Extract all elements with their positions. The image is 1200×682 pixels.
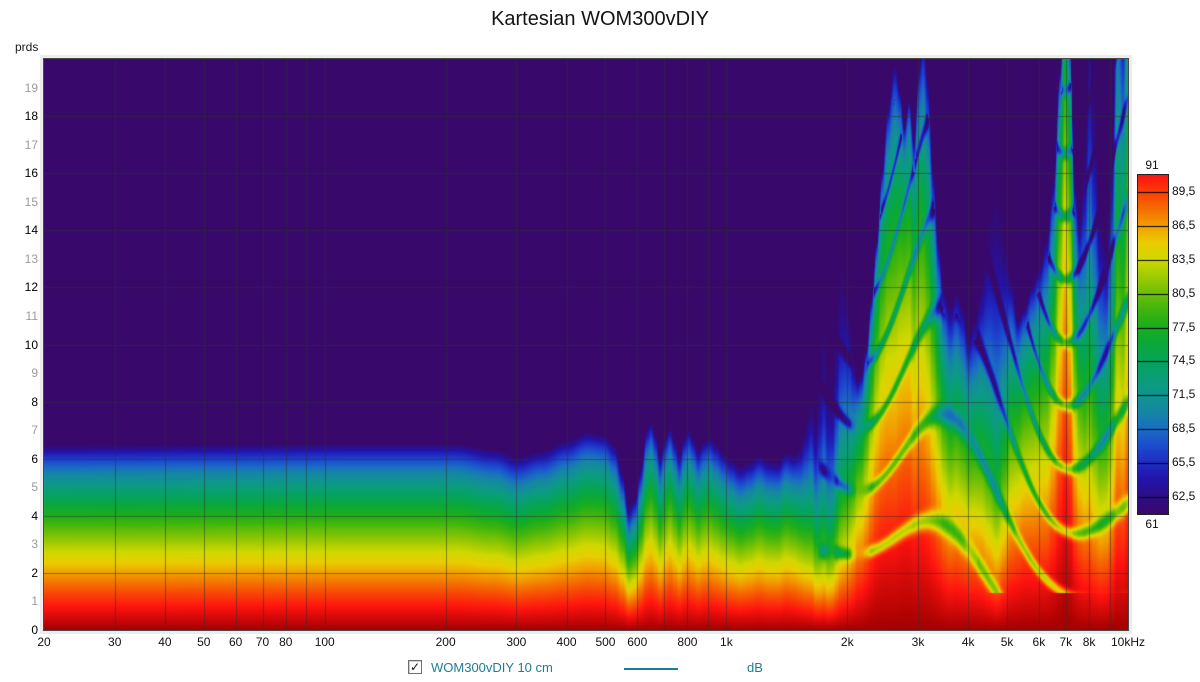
trace-line-sample (624, 668, 678, 670)
color-scale-tick-62.5: 62,5 (1172, 489, 1196, 504)
y-tick-label-15: 15 (24, 194, 38, 209)
y-tick-label-0: 0 (31, 623, 38, 637)
x-tick-label-400: 400 (556, 635, 577, 649)
x-tick-label-70: 70 (255, 635, 270, 649)
x-tick-label-500: 500 (595, 635, 616, 649)
y-tick-label-9: 9 (31, 366, 38, 381)
y-tick-label-5: 5 (31, 480, 38, 495)
trace-unit-label: dB (747, 660, 763, 675)
x-tick-label-300: 300 (506, 635, 527, 649)
color-scale-tick-86.5: 86,5 (1172, 217, 1196, 232)
check-icon: ✓ (409, 660, 421, 674)
color-scale-max-label: 91 (1145, 158, 1159, 172)
y-tick-label-10: 10 (24, 337, 38, 352)
x-tick-label-80: 80 (279, 635, 293, 649)
y-tick-label-16: 16 (24, 166, 38, 181)
x-tick-label-100: 100 (314, 635, 335, 649)
color-scale-tick-89.5: 89,5 (1172, 183, 1196, 198)
x-tick-label-3k: 3k (911, 635, 925, 649)
x-tick-label-40: 40 (158, 635, 172, 649)
y-tick-label-17: 17 (24, 137, 38, 152)
x-tick-label-800: 800 (677, 635, 698, 649)
x-tick-label-600: 600 (627, 635, 648, 649)
x-tick-label-60: 60 (228, 635, 243, 649)
spectrogram-canvas[interactable] (44, 59, 1128, 630)
color-scale-bar (1137, 174, 1169, 515)
x-tick-label-1k: 1k (720, 635, 733, 649)
x-tick-label-20: 20 (37, 635, 51, 649)
color-scale-tick-71.5: 71,5 (1172, 387, 1196, 402)
y-tick-label-19: 19 (24, 80, 38, 95)
color-scale-tick-77.5: 77,5 (1172, 319, 1196, 334)
spectrogram-plot-area[interactable] (40, 55, 1132, 634)
y-tick-label-18: 18 (24, 109, 38, 124)
chart-title: Kartesian WOM300vDIY (491, 8, 709, 30)
trace-visibility-checkbox[interactable]: ✓ (408, 660, 422, 674)
y-tick-label-8: 8 (31, 394, 38, 409)
y-tick-label-4: 4 (31, 508, 38, 523)
x-tick-label-4k: 4k (961, 635, 975, 649)
x-tick-label-200: 200 (435, 635, 456, 649)
color-scale-tick-83.5: 83,5 (1172, 251, 1196, 266)
color-scale-tick-74.5: 74,5 (1172, 353, 1196, 368)
color-scale-tick-68.5: 68,5 (1172, 421, 1196, 436)
y-tick-label-1: 1 (31, 594, 38, 609)
color-scale-tick-80.5: 80,5 (1172, 285, 1196, 300)
y-tick-label-12: 12 (24, 280, 38, 295)
y-tick-label-13: 13 (24, 251, 38, 266)
y-tick-label-3: 3 (31, 537, 38, 552)
x-tick-label-50: 50 (197, 635, 211, 649)
x-tick-label-10kHz: 10kHz (1110, 635, 1146, 649)
color-scale-tick-65.5: 65,5 (1172, 455, 1196, 470)
y-axis-title: prds (15, 40, 39, 54)
x-tick-label-2k: 2k (840, 635, 854, 649)
x-tick-label-30: 30 (108, 635, 122, 649)
y-tick-label-6: 6 (31, 451, 38, 466)
y-tick-label-11: 11 (25, 308, 38, 323)
x-tick-label-6k: 6k (1032, 635, 1046, 649)
y-tick-label-14: 14 (24, 223, 38, 238)
y-tick-label-7: 7 (31, 423, 38, 438)
y-tick-label-2: 2 (31, 565, 38, 580)
x-tick-label-8k: 8k (1082, 635, 1096, 649)
trace-name-label: WOM300vDIY 10 cm (431, 660, 553, 675)
color-scale-min-label: 61 (1145, 517, 1159, 531)
x-tick-label-5k: 5k (1000, 635, 1014, 649)
trace-legend-row: ✓ WOM300vDIY 10 cm dB (0, 657, 1200, 679)
x-tick-label-7k: 7k (1059, 635, 1073, 649)
